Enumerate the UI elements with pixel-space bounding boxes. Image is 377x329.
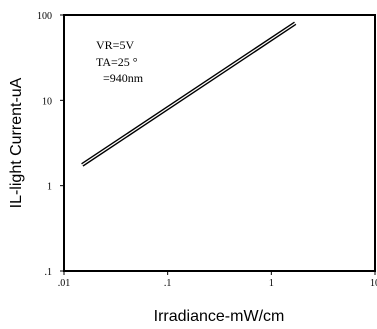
x-axis-title: Irradiance-mW/cm: [154, 308, 285, 325]
plot-frame: [63, 14, 376, 272]
y-axis-title: IL-light Current-uA: [8, 77, 25, 208]
y-tick-label: 10: [42, 96, 52, 107]
x-tick-label: 1: [269, 278, 274, 289]
annotation-ta: TA=25 °: [96, 55, 138, 69]
y-tick-label: 1: [47, 182, 52, 193]
annotation-wavelength: =940nm: [103, 71, 144, 85]
y-tick-label: 100: [37, 11, 52, 22]
series-layer: [81, 21, 297, 167]
x-axis-ticks: .01 .1 1 10: [58, 271, 377, 289]
y-axis-ticks: 100 10 1 .1: [37, 11, 64, 278]
y-tick-label: .1: [45, 267, 53, 278]
x-tick-label: 10: [370, 278, 377, 289]
series-line-inner: [81, 22, 296, 166]
annotation-vr: VR=5V: [96, 38, 134, 52]
x-tick-label: .01: [58, 278, 71, 289]
x-tick-label: .1: [164, 278, 172, 289]
